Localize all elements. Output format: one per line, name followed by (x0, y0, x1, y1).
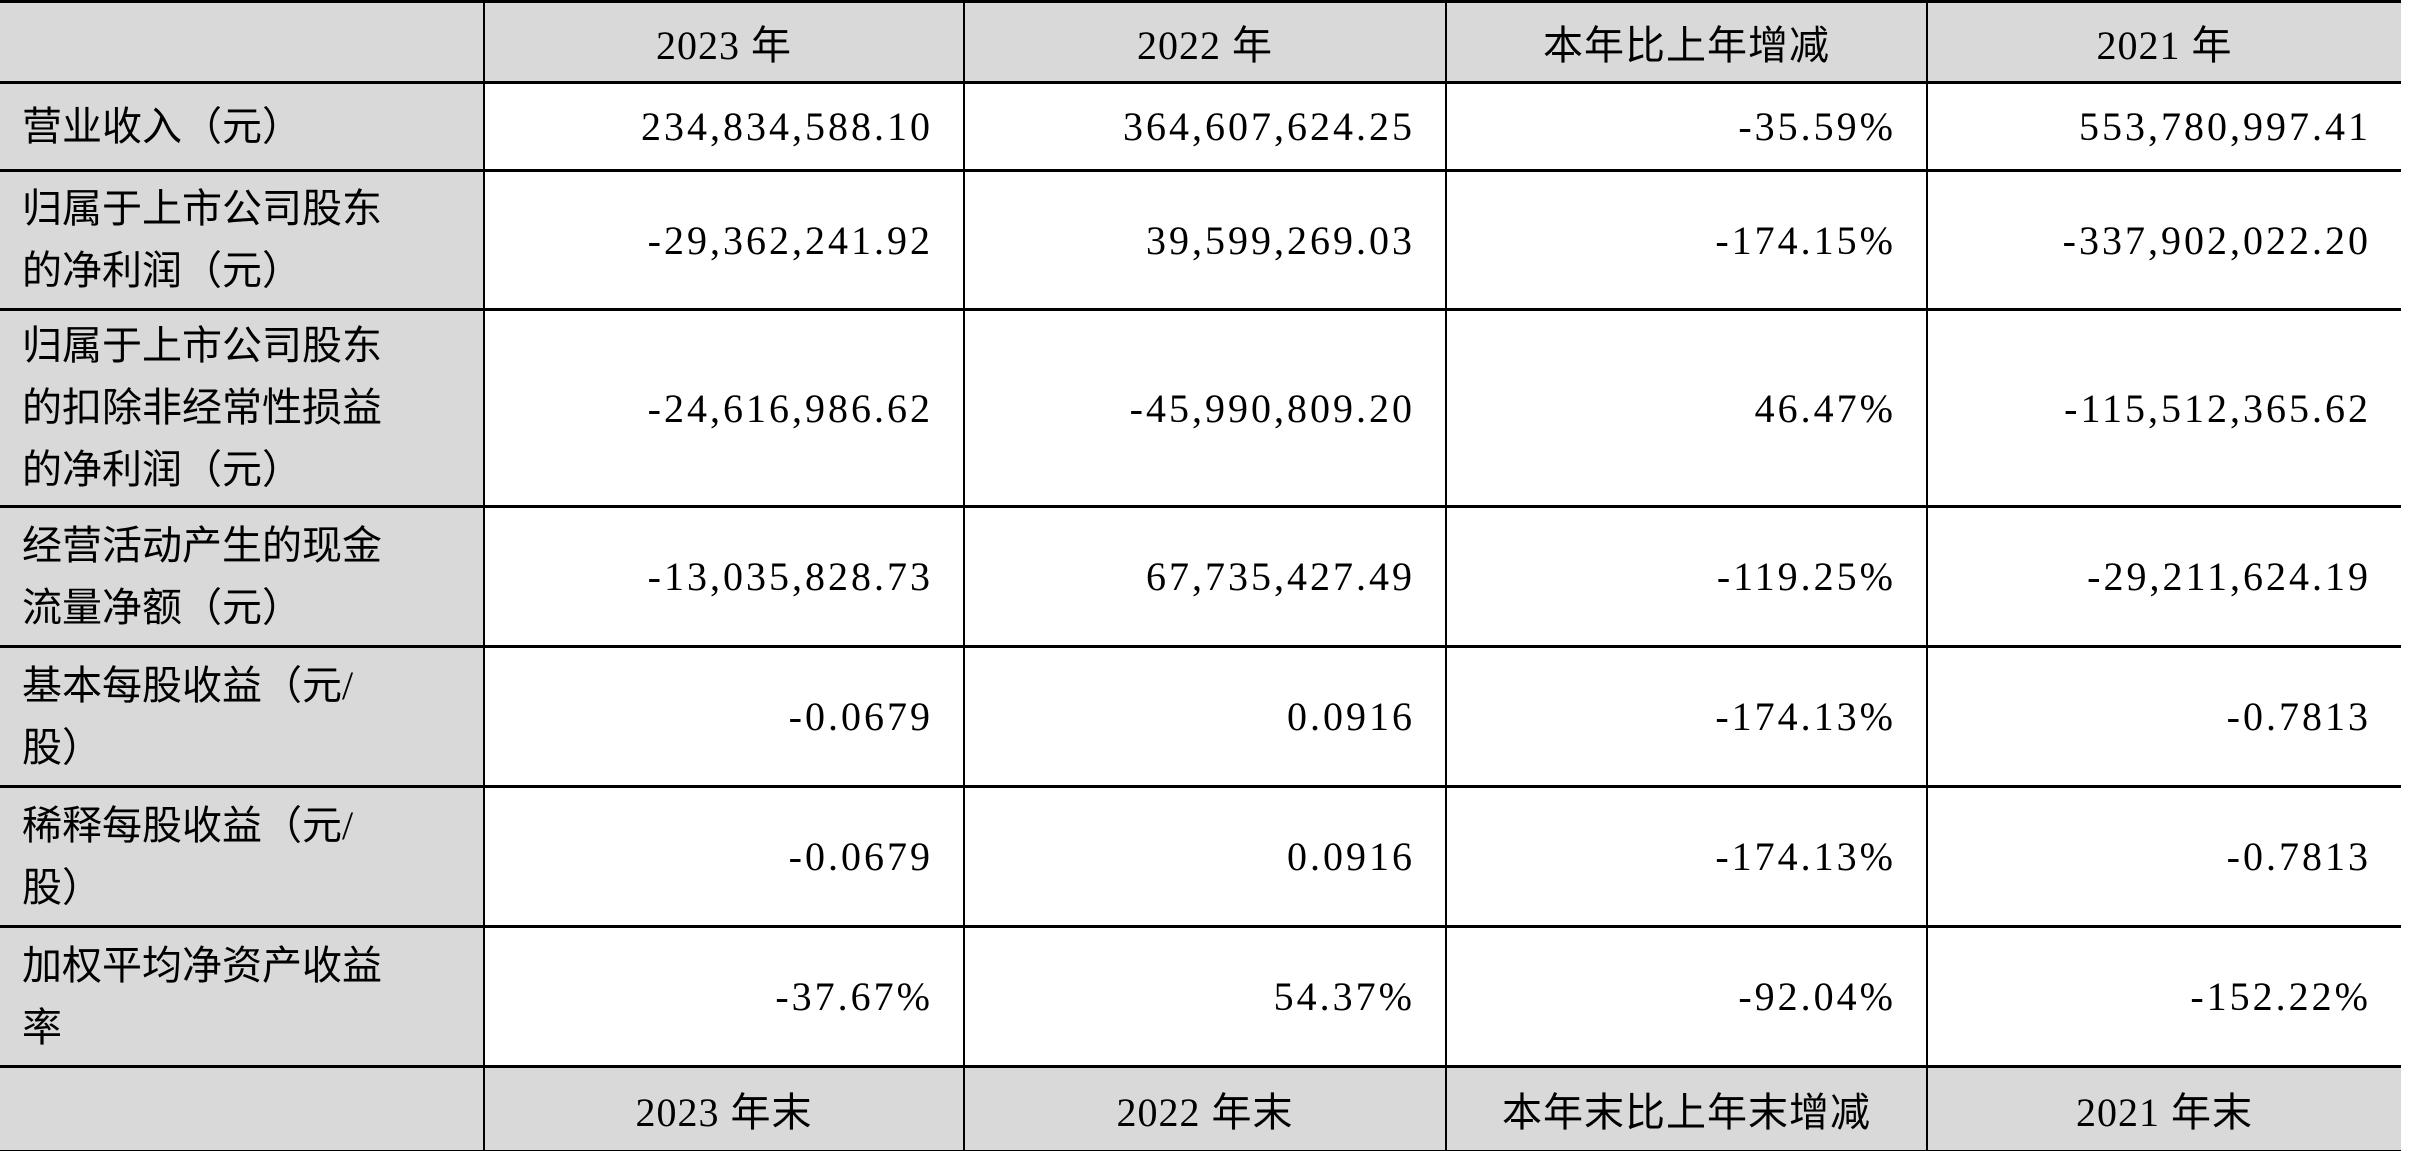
footer-cell-blank (0, 1065, 485, 1151)
table-row-revenue: 营业收入（元） 234,834,588.10 364,607,624.25 -3… (0, 81, 2401, 172)
header-cell-yoy-change: 本年比上年增减 (1445, 0, 1928, 84)
table-row-diluted-eps: 稀释每股收益（元/ 股） -0.0679 0.0916 -174.13% -0.… (0, 785, 2401, 928)
row-label: 加权平均净资产收益 率 (0, 925, 485, 1068)
row-label: 归属于上市公司股东 的扣除非经常性损益 的净利润（元） (0, 308, 485, 508)
header-cell-2022: 2022 年 (963, 0, 1447, 84)
cell-value-2023: -24,616,986.62 (483, 308, 965, 508)
cell-value-2023: -0.0679 (483, 645, 965, 788)
cell-value-yoy: -35.59% (1445, 81, 1928, 172)
footer-cell-2021-end: 2021 年末 (1926, 1065, 2401, 1151)
cell-value-yoy: -119.25% (1445, 505, 1928, 648)
cell-value-2022: 67,735,427.49 (963, 505, 1447, 648)
cell-value-2022: 0.0916 (963, 785, 1447, 928)
row-label: 稀释每股收益（元/ 股） (0, 785, 485, 928)
cell-value-2022: -45,990,809.20 (963, 308, 1447, 508)
cell-value-2023: -29,362,241.92 (483, 169, 965, 311)
row-label: 经营活动产生的现金 流量净额（元） (0, 505, 485, 648)
cell-value-yoy: -92.04% (1445, 925, 1928, 1068)
row-label: 基本每股收益（元/ 股） (0, 645, 485, 788)
cell-value-2023: -37.67% (483, 925, 965, 1068)
cell-value-2022: 39,599,269.03 (963, 169, 1447, 311)
cell-value-2021: -115,512,365.62 (1926, 308, 2401, 508)
cell-value-yoy: -174.13% (1445, 645, 1928, 788)
cell-value-2021: -0.7813 (1926, 785, 2401, 928)
cell-value-2021: -152.22% (1926, 925, 2401, 1068)
cell-value-yoy: 46.47% (1445, 308, 1928, 508)
footer-header-row: 2023 年末 2022 年末 本年末比上年末增减 2021 年末 (0, 1065, 2401, 1151)
header-cell-2023: 2023 年 (483, 0, 965, 84)
cell-value-2021: -337,902,022.20 (1926, 169, 2401, 311)
table-row-deducted-net-profit: 归属于上市公司股东 的扣除非经常性损益 的净利润（元） -24,616,986.… (0, 308, 2401, 508)
footer-cell-2022-end: 2022 年末 (963, 1065, 1447, 1151)
row-label: 归属于上市公司股东 的净利润（元） (0, 169, 485, 311)
header-cell-blank (0, 0, 485, 84)
footer-cell-2023-end: 2023 年末 (483, 1065, 965, 1151)
cell-value-2021: -0.7813 (1926, 645, 2401, 788)
cell-value-2022: 364,607,624.25 (963, 81, 1447, 172)
table-row-net-profit: 归属于上市公司股东 的净利润（元） -29,362,241.92 39,599,… (0, 169, 2401, 311)
table-row-operating-cash-flow: 经营活动产生的现金 流量净额（元） -13,035,828.73 67,735,… (0, 505, 2401, 648)
cell-value-2021: 553,780,997.41 (1926, 81, 2401, 172)
cell-value-yoy: -174.15% (1445, 169, 1928, 311)
cell-value-2021: -29,211,624.19 (1926, 505, 2401, 648)
header-cell-2021: 2021 年 (1926, 0, 2401, 84)
cell-value-2023: 234,834,588.10 (483, 81, 965, 172)
cell-value-2022: 0.0916 (963, 645, 1447, 788)
table-row-basic-eps: 基本每股收益（元/ 股） -0.0679 0.0916 -174.13% -0.… (0, 645, 2401, 788)
footer-cell-yoy-end-change: 本年末比上年末增减 (1445, 1065, 1928, 1151)
table-row-weighted-avg-roe: 加权平均净资产收益 率 -37.67% 54.37% -92.04% -152.… (0, 925, 2401, 1068)
header-row: 2023 年 2022 年 本年比上年增减 2021 年 (0, 0, 2401, 84)
cell-value-yoy: -174.13% (1445, 785, 1928, 928)
cell-value-2023: -13,035,828.73 (483, 505, 965, 648)
row-label: 营业收入（元） (0, 81, 485, 172)
cell-value-2022: 54.37% (963, 925, 1447, 1068)
cell-value-2023: -0.0679 (483, 785, 965, 928)
